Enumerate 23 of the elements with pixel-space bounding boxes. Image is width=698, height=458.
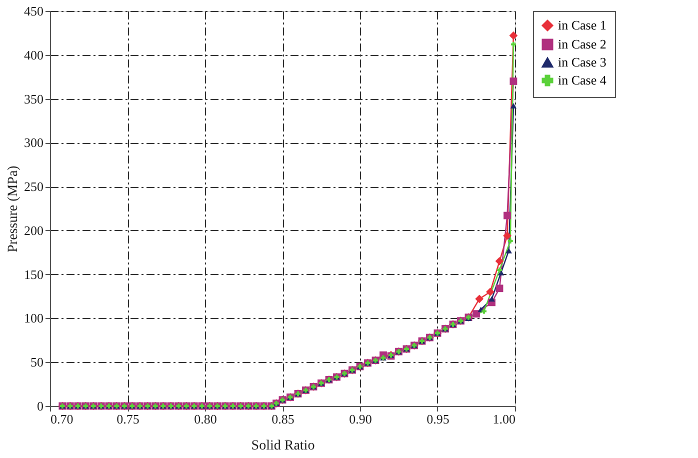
x-tick-label: 0.90 bbox=[349, 412, 372, 426]
y-tick-label: 250 bbox=[24, 179, 44, 194]
legend-label: in Case 4 bbox=[558, 72, 607, 88]
legend-label: in Case 3 bbox=[558, 54, 606, 70]
x-tick-label: 0.80 bbox=[194, 412, 217, 426]
legend-label: in Case 2 bbox=[558, 36, 606, 52]
y-tick-label: 50 bbox=[30, 354, 44, 370]
x-tick-label: 0.85 bbox=[272, 412, 294, 426]
x-tick-label: 1.00 bbox=[492, 412, 516, 426]
legend-label: in Case 1 bbox=[558, 18, 606, 32]
y-axis-title: Pressure (MPa) bbox=[6, 165, 21, 252]
y-tick-label: 400 bbox=[24, 47, 44, 62]
x-tick-label: 0.75 bbox=[116, 412, 140, 426]
y-tick-label: 450 bbox=[24, 4, 44, 18]
y-tick-label: 100 bbox=[24, 310, 44, 326]
y-tick-label: 300 bbox=[24, 135, 44, 150]
x-tick-label: 0.95 bbox=[426, 412, 450, 426]
y-tick-label: 200 bbox=[24, 222, 44, 238]
y-tick-label: 150 bbox=[24, 266, 44, 282]
x-tick-label: 0.70 bbox=[50, 412, 74, 426]
y-tick-label: 350 bbox=[24, 91, 44, 106]
y-tick-label: 0 bbox=[37, 398, 44, 414]
x-axis-title: Solid Ratio bbox=[251, 438, 315, 454]
